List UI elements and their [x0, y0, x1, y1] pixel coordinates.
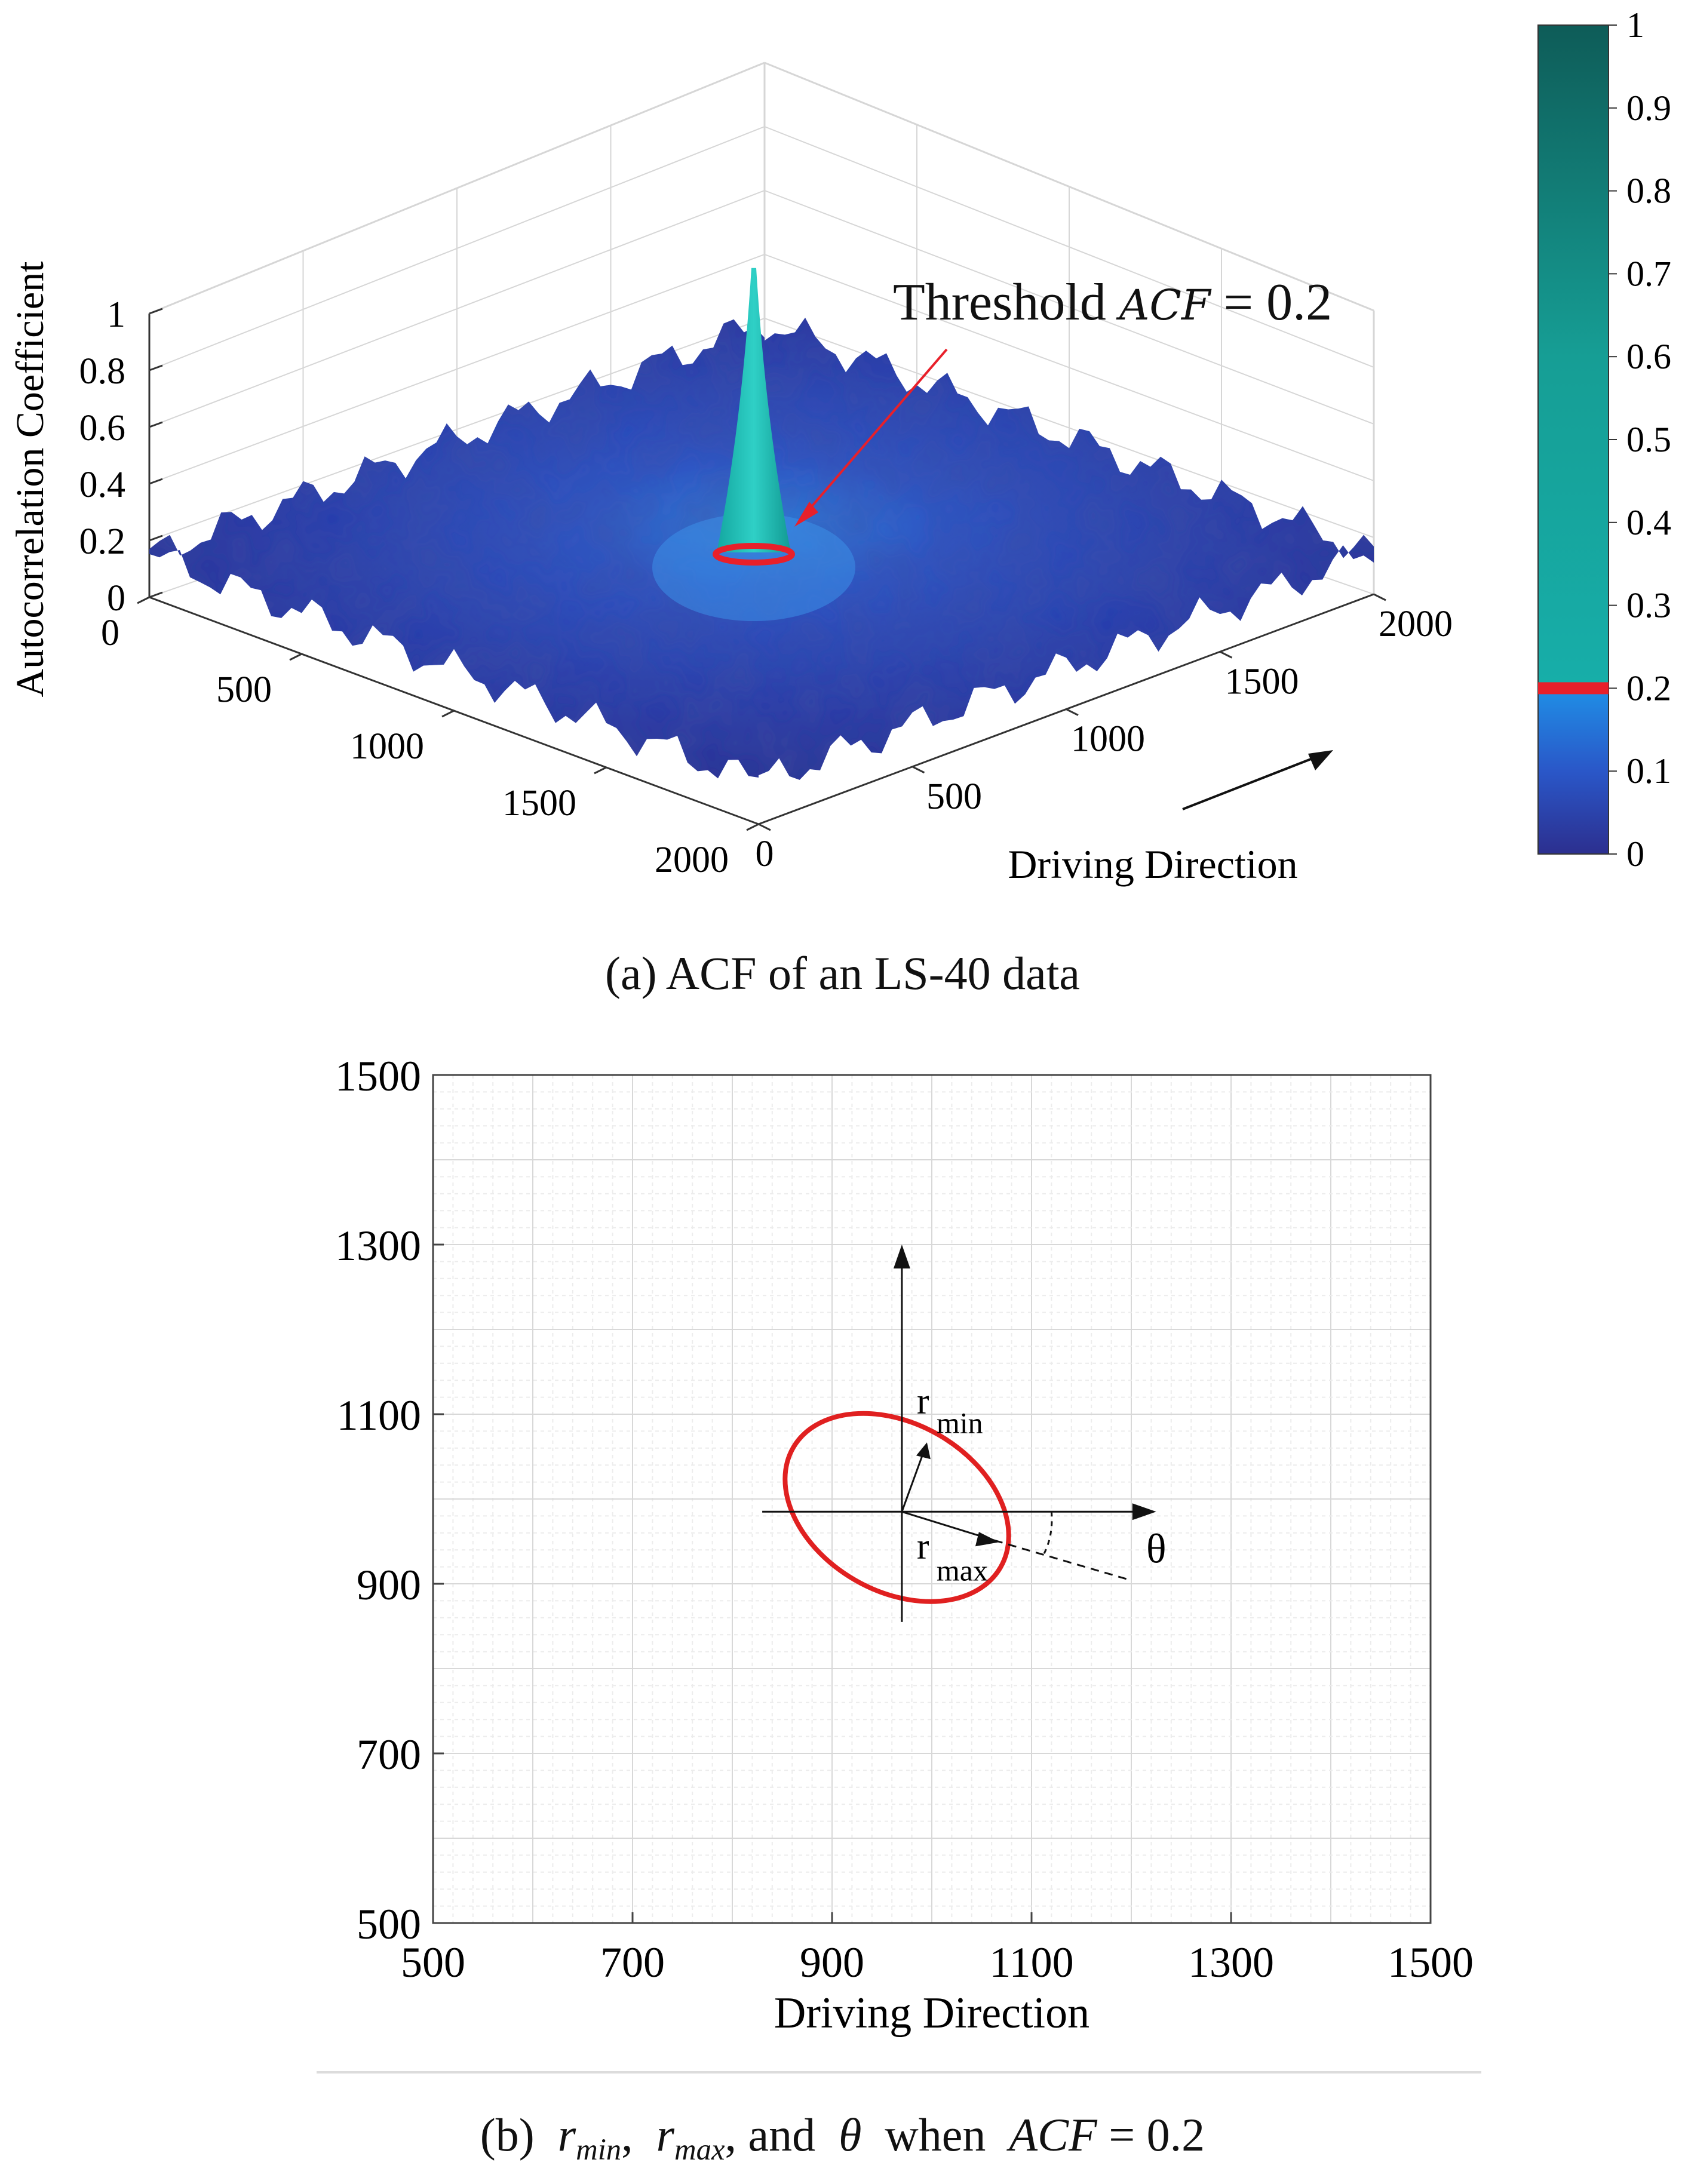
- z-tick-label: 0.2: [79, 521, 126, 562]
- colorbar-tick-label: 0.2: [1626, 668, 1671, 708]
- z-tick: [149, 364, 163, 371]
- x-axis-line: [149, 596, 759, 825]
- x-tick: [289, 653, 302, 661]
- z-tick: [149, 535, 163, 542]
- y-tick-label: 1300: [335, 1222, 421, 1270]
- colorbar-tick-label: 0.4: [1626, 503, 1671, 542]
- colorbar-tick-label: 0.7: [1626, 254, 1671, 293]
- threshold-arrowhead: [794, 502, 818, 527]
- x-tick-label: 0: [101, 613, 119, 653]
- r-min-label: r: [917, 1381, 929, 1421]
- z-tick: [149, 308, 163, 315]
- acf-peak: [717, 268, 791, 552]
- x-tick-label: 500: [401, 1939, 465, 1986]
- y-tick-label: 500: [926, 776, 982, 817]
- colorbar-tick-label: 0.8: [1626, 171, 1671, 211]
- acf-threshold-ellipse: [782, 1411, 1011, 1604]
- x-tick-label: 1500: [1388, 1939, 1474, 1986]
- r-min-arrowhead: [916, 1442, 931, 1460]
- driving-direction-arrowhead: [1308, 750, 1333, 770]
- x-tick-label: 2000: [655, 840, 729, 880]
- major-axis-extension: [994, 1539, 1132, 1581]
- y-tick-label: 900: [357, 1561, 421, 1609]
- y-tick: [1373, 593, 1386, 601]
- y-tick-label: 0: [756, 834, 774, 874]
- y-tick-label: 1100: [337, 1392, 421, 1439]
- y-tick-label: 1500: [335, 1052, 421, 1100]
- colorbar-threshold-marker: [1538, 682, 1609, 695]
- r-min-subscript: min: [937, 1406, 983, 1439]
- threshold-annotation: Threshold ACF = 0.2: [893, 274, 1332, 331]
- x-tick-label: 1000: [350, 726, 424, 767]
- x-tick-label: 1500: [502, 783, 576, 824]
- x-tick-label: 1300: [1188, 1939, 1274, 1986]
- z-tick-label: 0: [107, 578, 125, 619]
- colorbar-tick-label: 1: [1626, 5, 1644, 45]
- x-axis-label: Driving Direction: [774, 1989, 1089, 2038]
- y-tick-label: 2000: [1379, 604, 1453, 644]
- x-tick-label: 1100: [989, 1939, 1073, 1986]
- colorbar-tick-label: 0.9: [1626, 88, 1671, 128]
- r-max-subscript: max: [937, 1553, 988, 1587]
- y-tick-label: 700: [357, 1731, 421, 1778]
- driving-direction-arrow: [1182, 754, 1321, 810]
- colorbar-tick-label: 0.6: [1626, 337, 1671, 376]
- x-tick-label: 900: [800, 1939, 864, 1986]
- theta-arc: [1042, 1512, 1053, 1555]
- y-tick: [758, 823, 771, 831]
- ellipse-chart: 500 700 900 1100 1300 1500 500 700 900 1100 1300 15…: [317, 1052, 1481, 2074]
- colorbar-tick-label: 0.5: [1626, 420, 1671, 459]
- theta-label: θ: [1146, 1526, 1167, 1572]
- z-axis-label: Autocorrelation Coefficient: [8, 261, 52, 697]
- colorbar: [1537, 24, 1609, 855]
- z-tick: [149, 421, 163, 428]
- z-tick-label: 0.4: [79, 465, 126, 505]
- z-tick: [149, 591, 163, 598]
- z-tick-label: 0.8: [79, 351, 126, 392]
- y-tick: [911, 766, 925, 774]
- colorbar-tick-label: 0.1: [1626, 751, 1671, 791]
- y-tick: [1219, 650, 1233, 659]
- y-tick: [1066, 708, 1079, 716]
- z-tick-label: 0.6: [79, 408, 126, 449]
- local-y-arrowhead: [893, 1245, 910, 1268]
- r-max-arrowhead: [975, 1532, 999, 1547]
- threshold-arrow: [799, 348, 948, 521]
- colorbar-tick-label: 0: [1626, 834, 1644, 874]
- threshold-contour: [713, 543, 795, 566]
- y-tick-label: 1500: [1225, 661, 1299, 702]
- acf-surface-chart: Threshold ACF = 0.2 0 0.2 0.4 0.6 0.8 1 Autoco…: [8, 5, 1671, 887]
- y-tick-label: 1000: [1071, 719, 1145, 760]
- local-x-arrowhead: [1132, 1503, 1156, 1520]
- colorbar-tick-label: 0.3: [1626, 586, 1671, 625]
- plot-frame: [432, 1074, 1432, 1924]
- x-tick: [594, 766, 607, 775]
- y-tick-label: 500: [357, 1900, 421, 1948]
- x-tick: [137, 596, 150, 604]
- surface-center-glow: [652, 514, 855, 621]
- x-tick: [441, 709, 455, 718]
- z-tick: [149, 478, 163, 485]
- x-tick-label: 500: [216, 669, 272, 710]
- z-tick-label: 1: [107, 294, 125, 335]
- r-max-label: r: [917, 1526, 929, 1566]
- caption-a: (a) ACF of an LS-40 data: [604, 947, 1080, 999]
- x-tick-label: 700: [600, 1939, 665, 1986]
- x-tick: [746, 823, 759, 831]
- caption-b: (b) rmin, rmax, and θ when ACF = 0.2: [480, 2109, 1205, 2167]
- y-axis-label: Driving Direction: [1008, 841, 1297, 887]
